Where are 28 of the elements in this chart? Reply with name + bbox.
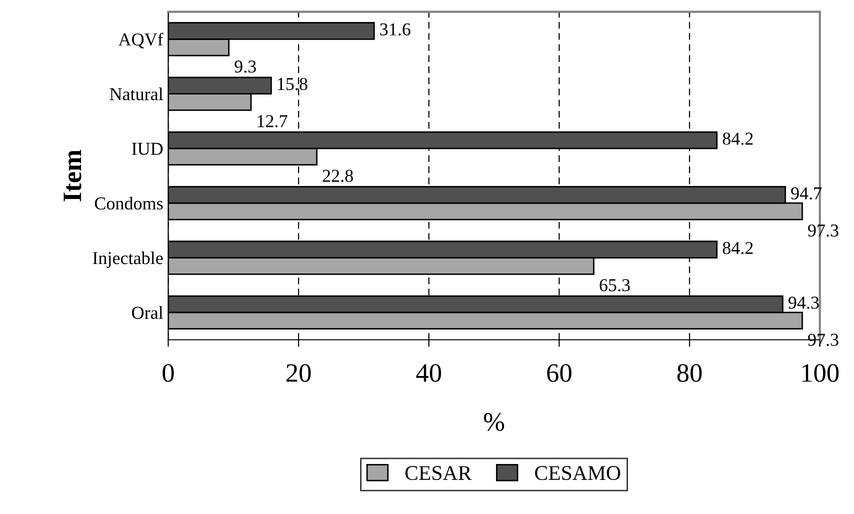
- data-label: 94.7: [791, 187, 822, 200]
- x-tick-label: 80: [677, 364, 702, 382]
- data-label: 84.2: [722, 132, 753, 145]
- legend-label: CESAR: [405, 466, 472, 480]
- data-label: 97.3: [808, 334, 838, 346]
- y-tick-label: AQVf: [118, 32, 164, 48]
- y-tick-label: Injectable: [92, 252, 163, 268]
- data-label: 94.3: [788, 296, 819, 309]
- x-tick-label: 100: [802, 364, 839, 382]
- data-label: 15.8: [278, 78, 308, 90]
- x-tick-label: 20: [286, 364, 311, 382]
- x-tick-label: 40: [416, 364, 442, 382]
- data-label: 97.3: [808, 224, 838, 237]
- data-label: 9.3: [234, 60, 256, 73]
- x-tick-label: 0: [162, 364, 174, 382]
- y-tick-label: IUD: [132, 142, 163, 155]
- data-label: 31.6: [380, 23, 410, 36]
- data-label: 12.7: [258, 115, 288, 128]
- data-label: 22.8: [322, 170, 353, 182]
- y-tick-label: Oral: [132, 306, 164, 319]
- x-axis-title: %: [484, 413, 504, 431]
- y-tick-label: Natural: [110, 88, 164, 100]
- data-label: 84.2: [722, 242, 753, 254]
- y-axis-title: Item: [64, 150, 82, 202]
- y-tick-label: Condoms: [94, 196, 163, 210]
- data-label: 65.3: [600, 279, 630, 292]
- legend-label: CESAMO: [535, 466, 620, 480]
- x-tick-label: 60: [547, 364, 572, 382]
